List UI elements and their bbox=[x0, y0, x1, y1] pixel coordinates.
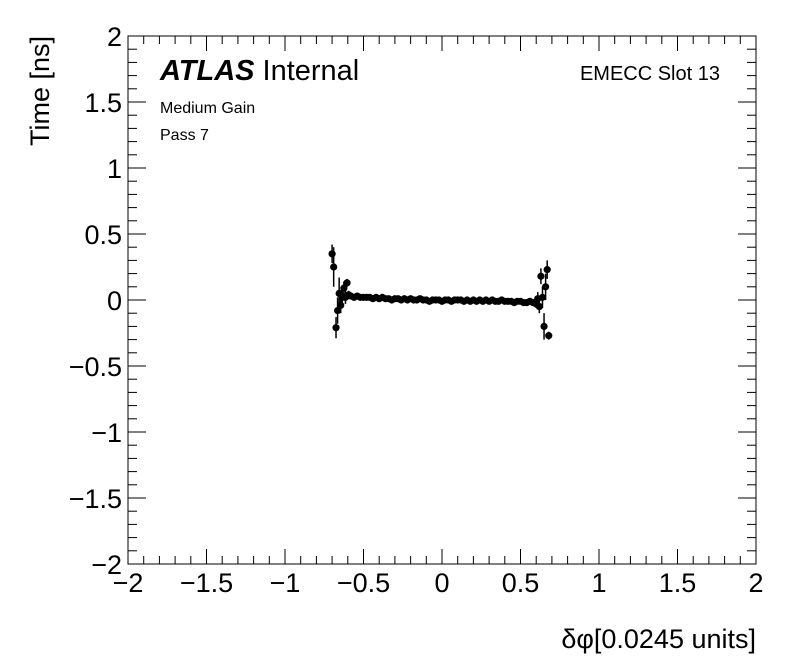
marker bbox=[343, 279, 351, 287]
marker bbox=[540, 322, 548, 330]
x-tick-label: 1.5 bbox=[659, 568, 697, 598]
data-point bbox=[543, 260, 551, 279]
y-tick-label: −0.5 bbox=[69, 352, 122, 382]
marker bbox=[332, 324, 340, 332]
y-tick-label: −2 bbox=[91, 550, 122, 580]
atlas-label: ATLAS Internal bbox=[159, 55, 359, 87]
slot-label: EMECC Slot 13 bbox=[580, 63, 720, 85]
x-tick-label: −1.5 bbox=[180, 568, 233, 598]
y-tick-label: 0.5 bbox=[84, 220, 122, 250]
data-point bbox=[545, 331, 553, 340]
marker bbox=[328, 250, 336, 258]
x-tick-label: −0.5 bbox=[337, 568, 390, 598]
y-tick-label: 2 bbox=[107, 22, 122, 52]
data-point bbox=[332, 317, 340, 339]
y-tick-label: −1.5 bbox=[69, 484, 122, 514]
marker bbox=[337, 301, 345, 309]
data-point bbox=[343, 278, 351, 287]
data-point bbox=[330, 247, 338, 287]
x-tick-label: −1 bbox=[270, 568, 301, 598]
pass-label: Pass 7 bbox=[160, 127, 209, 144]
x-tick-label: 2 bbox=[748, 568, 763, 598]
gain-label: Medium Gain bbox=[160, 100, 255, 117]
data-point bbox=[537, 268, 545, 285]
marker bbox=[538, 293, 547, 301]
x-tick-label: 0.5 bbox=[502, 568, 540, 598]
x-tick-labels: −2 −1.5 −1 −0.5 0 0.5 1 1.5 2 bbox=[113, 568, 764, 598]
x-tick-label: 1 bbox=[591, 568, 606, 598]
x-tick-label: −2 bbox=[113, 568, 144, 598]
marker bbox=[545, 332, 553, 340]
x-axis-label: δφ[0.0245 units] bbox=[561, 624, 756, 654]
axis-ticks bbox=[127, 35, 757, 565]
marker bbox=[542, 283, 550, 291]
y-tick-labels: −2 −1.5 −1 −0.5 0 0.5 1 1.5 2 bbox=[69, 22, 122, 580]
marker bbox=[340, 284, 348, 292]
data-point bbox=[535, 300, 543, 314]
x-tick-label: 0 bbox=[434, 568, 449, 598]
y-tick-label: 0 bbox=[107, 286, 122, 316]
data-point bbox=[538, 286, 547, 308]
y-tick-label: 1 bbox=[107, 154, 122, 184]
marker bbox=[543, 266, 551, 274]
marker bbox=[537, 272, 545, 280]
marker bbox=[330, 263, 338, 271]
data-points bbox=[328, 244, 553, 340]
y-tick-label: 1.5 bbox=[84, 88, 122, 118]
data-point bbox=[540, 313, 548, 340]
marker bbox=[535, 303, 543, 311]
y-axis-label: Time [ns] bbox=[25, 36, 55, 146]
y-tick-label: −1 bbox=[91, 418, 122, 448]
data-point bbox=[542, 273, 550, 300]
